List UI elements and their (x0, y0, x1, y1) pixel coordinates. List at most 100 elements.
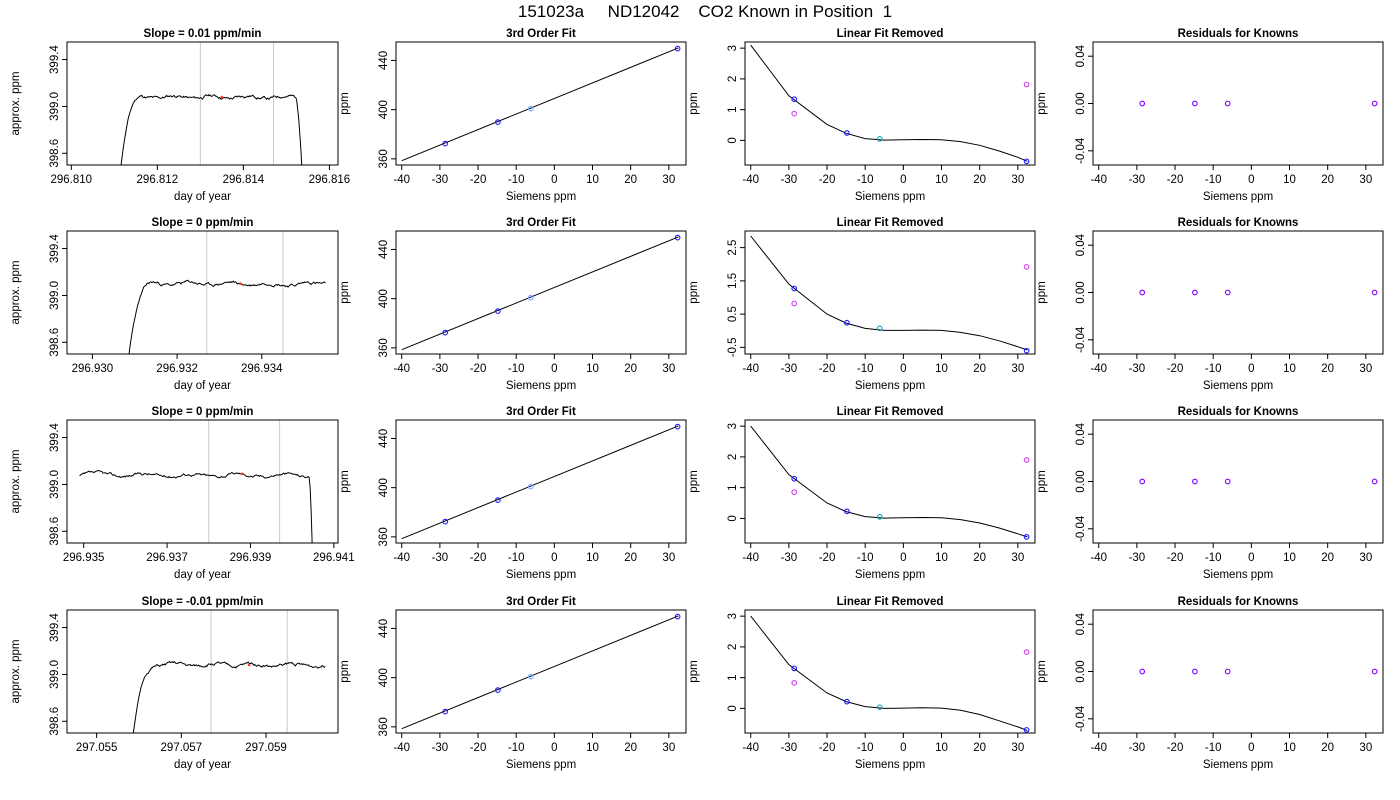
x-tick-label: 20 (624, 174, 637, 186)
data-point (1192, 668, 1198, 675)
fit-line (401, 47, 679, 162)
average-marker (240, 472, 244, 476)
y-tick-label: 3 (727, 45, 739, 51)
x-tick-label: 296.941 (313, 552, 355, 564)
plot-frame (1092, 230, 1384, 355)
x-tick-label: -40 (742, 174, 759, 186)
x-axis-label: Siemens ppm (506, 569, 576, 581)
y-axis-label: ppm (688, 470, 700, 492)
plot-frame (66, 419, 339, 544)
panel-title: Linear Fit Removed (837, 217, 944, 229)
panel-grid: Slope = 0.01 ppm/min day of year approx. p… (10, 28, 1384, 771)
x-tick-label: -40 (393, 552, 410, 564)
plot-frame (744, 609, 1036, 734)
x-tick-label: 10 (586, 363, 599, 375)
x-tick-label: 30 (1011, 363, 1024, 375)
plot-area (750, 235, 1028, 351)
y-tick-label: 360 (378, 527, 390, 546)
y-tick-label: -0.5 (727, 337, 739, 357)
data-point (844, 319, 850, 326)
x-tick-label: -40 (742, 552, 759, 564)
y-tick-label: 400 (378, 100, 390, 119)
x-tick-label: 0 (900, 363, 906, 375)
x-tick-label: 30 (1011, 174, 1024, 186)
y-tick-label: 1 (727, 484, 739, 490)
y-tick-label: 399.4 (49, 234, 61, 263)
panel-title: Residuals for Knowns (1178, 406, 1299, 418)
figure-title: 151023a ND12042 CO2 Known in Position 1 (518, 2, 892, 21)
x-tick-label: 296.814 (223, 174, 265, 186)
x-tick-label: -10 (508, 174, 525, 186)
x-tick-label: -30 (432, 363, 449, 375)
panel-title: Linear Fit Removed (837, 28, 944, 40)
x-tick-label: 0 (551, 174, 557, 186)
x-tick-label: 20 (1321, 363, 1334, 375)
y-tick-label: -0.04 (1075, 515, 1087, 542)
plot-area (401, 425, 679, 540)
y-tick-label: 399.0 (49, 470, 61, 499)
plot-frame (395, 609, 687, 734)
y-tick-label: 0.00 (1075, 281, 1087, 303)
x-tick-label: 10 (1283, 552, 1296, 564)
x-axis-label: Siemens ppm (1203, 759, 1273, 771)
x-tick-label: 0 (900, 552, 906, 564)
ppm-trace (132, 660, 326, 733)
data-point (791, 665, 798, 672)
x-tick-label: 296.935 (63, 552, 105, 564)
y-tick-label: 399.4 (49, 613, 61, 642)
data-point (674, 423, 681, 430)
plot-frame (395, 41, 687, 166)
x-tick-label: 10 (586, 552, 599, 564)
panel-title: Residuals for Knowns (1178, 28, 1299, 40)
plot-frame (744, 230, 1036, 355)
plot-frame (66, 609, 339, 734)
data-point (1139, 289, 1146, 296)
y-tick-label: 399.0 (49, 660, 61, 689)
x-tick-label: 30 (1359, 742, 1372, 754)
data-point (527, 483, 534, 490)
plot-frame (744, 419, 1036, 544)
x-tick-label: -40 (1090, 552, 1107, 564)
x-tick-label: -30 (781, 174, 798, 186)
y-tick-label: 398.6 (49, 328, 61, 357)
data-point (1192, 478, 1198, 485)
x-tick-label: -30 (1129, 363, 1146, 375)
x-tick-label: 30 (662, 742, 675, 754)
data-point (1023, 457, 1030, 463)
y-axis-label: ppm (339, 281, 351, 303)
y-tick-label: 0 (727, 137, 739, 143)
data-point (1139, 668, 1146, 675)
x-tick-label: 30 (1011, 552, 1024, 564)
ppm-trace (128, 279, 326, 354)
x-tick-label: -40 (1090, 174, 1107, 186)
y-tick-label: 400 (378, 668, 390, 687)
x-tick-label: 297.057 (161, 742, 203, 754)
x-tick-label: 30 (1359, 552, 1372, 564)
x-tick-label: -10 (1205, 742, 1222, 754)
data-point (1224, 668, 1231, 675)
x-axis-label: Siemens ppm (855, 759, 925, 771)
x-tick-label: -20 (819, 742, 836, 754)
y-tick-label: 360 (378, 149, 390, 168)
plot-frame (66, 230, 339, 355)
panel-4-4: Residuals for Knowns Siemens ppm ppm -40 -30… (1036, 596, 1384, 771)
x-tick-label: 10 (1283, 742, 1296, 754)
x-tick-label: 0 (1248, 552, 1254, 564)
panel-3-3: Linear Fit Removed Siemens ppm ppm -40 -30 -2… (688, 406, 1036, 581)
fit-curve (750, 235, 1028, 351)
y-tick-label: 440 (378, 619, 390, 638)
y-tick-label: 0 (727, 705, 739, 711)
plot-frame (395, 230, 687, 355)
x-tick-label: 297.059 (245, 742, 287, 754)
panel-title: Residuals for Knowns (1178, 217, 1299, 229)
y-tick-label: 2 (727, 644, 739, 650)
data-point (1371, 289, 1378, 296)
data-point (442, 518, 449, 525)
x-tick-label: 20 (973, 174, 986, 186)
x-tick-label: 0 (1248, 742, 1254, 754)
panel-3-2: 3rd Order Fit Siemens ppm ppm -40 -30 -20 -10 0… (339, 406, 687, 581)
average-marker (220, 95, 224, 99)
y-tick-label: 360 (378, 338, 390, 357)
x-tick-label: -20 (470, 552, 487, 564)
x-axis-label: Siemens ppm (1203, 380, 1273, 392)
